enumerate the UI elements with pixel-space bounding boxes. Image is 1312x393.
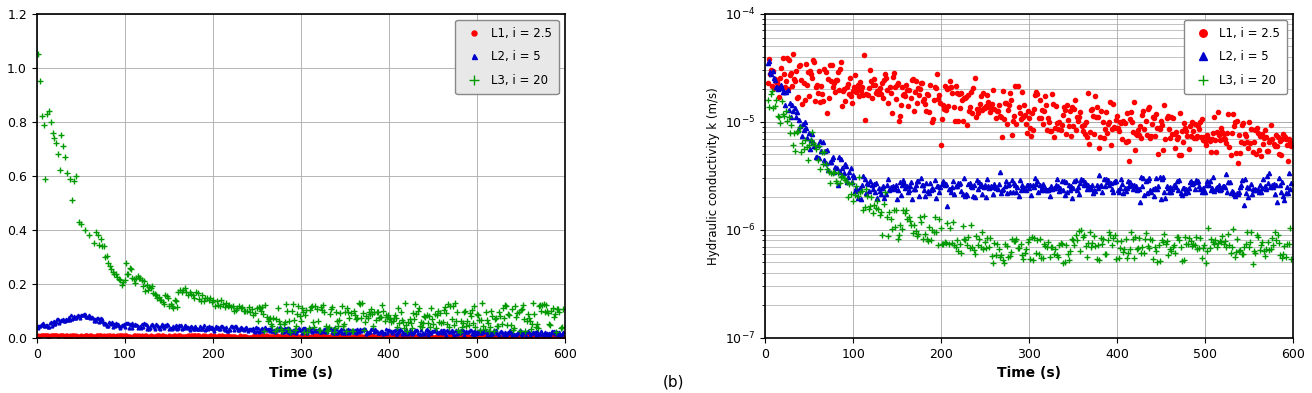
L1, i = 2.5 <box>1010 83 1026 88</box>
L3, i = 20 <box>1072 248 1088 253</box>
L3, i = 20 <box>30 52 46 57</box>
L1, i = 2.5 <box>1044 92 1060 97</box>
L1, i = 2.5 <box>1273 153 1288 158</box>
L1, i = 2.5 <box>760 81 775 85</box>
L2, i = 5 <box>1278 191 1294 195</box>
Text: (b): (b) <box>663 374 684 389</box>
L1, i = 2.5 <box>1073 109 1089 114</box>
L2, i = 5 <box>76 312 92 316</box>
L2, i = 5 <box>760 61 775 65</box>
L3, i = 20 <box>341 316 357 320</box>
L3, i = 20 <box>764 89 779 94</box>
Line: L2, i = 5: L2, i = 5 <box>37 313 564 337</box>
L3, i = 20 <box>855 208 871 212</box>
L1, i = 2.5 <box>304 333 320 338</box>
L3, i = 20 <box>555 307 571 311</box>
Line: L3, i = 20: L3, i = 20 <box>35 51 565 335</box>
L3, i = 20 <box>1050 255 1065 259</box>
L2, i = 5 <box>400 332 416 336</box>
L1, i = 2.5 <box>785 51 800 56</box>
L3, i = 20 <box>760 98 775 103</box>
L2, i = 5 <box>371 331 387 336</box>
L2, i = 5 <box>939 204 955 209</box>
L1, i = 2.5 <box>54 332 70 337</box>
Legend: L1, i = 2.5, L2, i = 5, L3, i = 20: L1, i = 2.5, L2, i = 5, L3, i = 20 <box>1183 20 1287 94</box>
L1, i = 2.5 <box>518 335 534 340</box>
L1, i = 2.5 <box>30 332 46 337</box>
L2, i = 5 <box>489 330 505 335</box>
L3, i = 20 <box>1149 259 1165 264</box>
L3, i = 20 <box>1283 257 1299 261</box>
L3, i = 20 <box>1162 247 1178 252</box>
L3, i = 20 <box>432 320 447 325</box>
L1, i = 2.5 <box>1283 143 1299 148</box>
Line: L1, i = 2.5: L1, i = 2.5 <box>766 51 1294 165</box>
X-axis label: Time (s): Time (s) <box>269 366 333 380</box>
X-axis label: Time (s): Time (s) <box>997 366 1061 380</box>
L3, i = 20 <box>1245 262 1261 266</box>
L1, i = 2.5 <box>1013 116 1029 121</box>
L1, i = 2.5 <box>436 335 451 340</box>
L1, i = 2.5 <box>1229 161 1245 165</box>
L2, i = 5 <box>1263 183 1279 188</box>
L2, i = 5 <box>555 329 571 334</box>
L2, i = 5 <box>761 59 777 63</box>
L2, i = 5 <box>1141 176 1157 181</box>
L2, i = 5 <box>849 185 865 190</box>
L3, i = 20 <box>282 330 298 335</box>
L3, i = 20 <box>340 305 356 310</box>
L3, i = 20 <box>994 257 1010 262</box>
L1, i = 2.5 <box>1190 123 1206 128</box>
L2, i = 5 <box>1283 181 1299 186</box>
L2, i = 5 <box>476 328 492 333</box>
Line: L3, i = 20: L3, i = 20 <box>765 88 1294 267</box>
Y-axis label: Hydraulic conductivity k (m/s): Hydraulic conductivity k (m/s) <box>707 87 719 265</box>
L1, i = 2.5 <box>106 334 122 338</box>
L1, i = 2.5 <box>165 333 181 338</box>
L2, i = 5 <box>518 333 534 338</box>
L2, i = 5 <box>820 147 836 152</box>
Line: L2, i = 5: L2, i = 5 <box>766 59 1294 208</box>
L1, i = 2.5 <box>555 335 571 340</box>
L3, i = 20 <box>327 326 342 331</box>
L3, i = 20 <box>272 319 287 323</box>
L2, i = 5 <box>33 323 49 328</box>
L2, i = 5 <box>1057 193 1073 197</box>
L2, i = 5 <box>73 312 89 317</box>
Line: L1, i = 2.5: L1, i = 2.5 <box>37 333 564 339</box>
Legend: L1, i = 2.5, L2, i = 5, L3, i = 20: L1, i = 2.5, L2, i = 5, L3, i = 20 <box>455 20 559 94</box>
L1, i = 2.5 <box>535 335 551 340</box>
L1, i = 2.5 <box>512 335 527 340</box>
L3, i = 20 <box>552 326 568 331</box>
L2, i = 5 <box>30 324 46 329</box>
